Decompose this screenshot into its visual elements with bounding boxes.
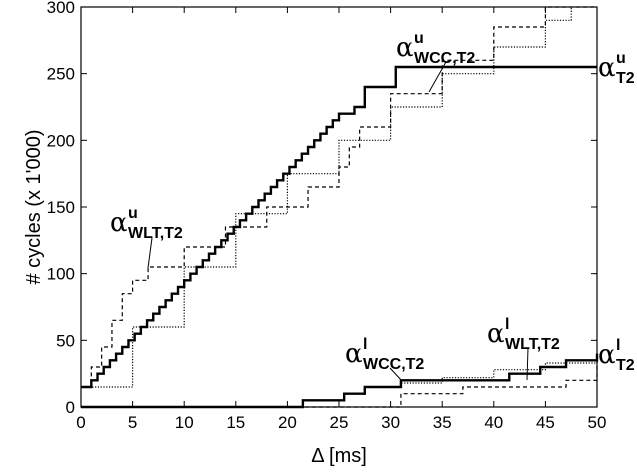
y-tick-label: 250 bbox=[47, 65, 75, 84]
annotation-superscript: l bbox=[616, 337, 620, 354]
annotation-leader bbox=[147, 237, 153, 269]
annotation-subscript: WCC,T2 bbox=[414, 50, 475, 67]
x-axis-title: Δ [ms] bbox=[311, 445, 367, 467]
series-wcc_upper bbox=[81, 7, 572, 388]
annotation-wcc_lower: α l WCC,T2 bbox=[345, 336, 424, 373]
annotation-leader bbox=[389, 367, 403, 382]
annotation-wlt_upper: α u WLT,T2 bbox=[110, 205, 183, 242]
x-tick-label: 30 bbox=[381, 413, 400, 432]
annotation-subscript: T2 bbox=[616, 357, 635, 374]
y-tick-label: 50 bbox=[56, 331, 75, 350]
annotation-symbol: α bbox=[110, 208, 128, 238]
annotation-superscript: l bbox=[363, 336, 367, 353]
series-wlt_upper bbox=[81, 6, 597, 388]
annotation-symbol: α bbox=[487, 319, 505, 349]
series-t2_lower bbox=[81, 353, 599, 409]
annotation-leader bbox=[526, 347, 529, 381]
series-t2_upper bbox=[81, 65, 597, 389]
annotation-wcc_upper: α u WCC,T2 bbox=[396, 30, 475, 67]
annotation-superscript: u bbox=[616, 50, 626, 67]
x-tick-label: 0 bbox=[76, 413, 85, 432]
annotation-t2_upper: α u T2 bbox=[598, 50, 635, 87]
annotation-symbol: α bbox=[396, 33, 414, 63]
annotation-superscript: u bbox=[128, 205, 138, 222]
annotation-subscript: WCC,T2 bbox=[363, 356, 424, 373]
annotation-symbol: α bbox=[598, 340, 616, 370]
y-tick-label: 0 bbox=[66, 398, 75, 417]
annotation-subscript: WLT,T2 bbox=[128, 225, 183, 242]
x-tick-label: 25 bbox=[330, 413, 349, 432]
annotation-symbol: α bbox=[598, 53, 616, 83]
annotation-wlt_lower: α l WLT,T2 bbox=[487, 316, 560, 353]
y-axis-title: # cycles (x 1'000) bbox=[23, 130, 45, 285]
x-tick-label: 10 bbox=[175, 413, 194, 432]
y-tick-label: 150 bbox=[47, 198, 75, 217]
x-tick-label: 50 bbox=[588, 413, 607, 432]
x-tick-label: 5 bbox=[128, 413, 137, 432]
annotation-t2_lower: α l T2 bbox=[598, 337, 635, 374]
y-tick-label: 300 bbox=[47, 0, 75, 17]
x-tick-label: 45 bbox=[536, 413, 555, 432]
x-tick-label: 40 bbox=[484, 413, 503, 432]
x-tick-label: 35 bbox=[433, 413, 452, 432]
x-tick-label: 20 bbox=[278, 413, 297, 432]
annotation-superscript: u bbox=[414, 30, 424, 47]
annotation-symbol: α bbox=[345, 339, 363, 369]
ticks-layer: 0 5 10 15 20 25 30 35 40 45 50 0 50 100 150 200 250 300 bbox=[47, 0, 607, 432]
y-tick-label: 200 bbox=[47, 131, 75, 150]
annotation-leader bbox=[428, 61, 447, 93]
series-layer bbox=[81, 6, 599, 409]
series-wlt_lower bbox=[81, 353, 598, 408]
annotation-superscript: l bbox=[505, 316, 509, 333]
annotation-subscript: T2 bbox=[616, 70, 635, 87]
y-tick-label: 100 bbox=[47, 265, 75, 284]
x-tick-label: 15 bbox=[226, 413, 245, 432]
annotation-subscript: WLT,T2 bbox=[505, 336, 560, 353]
